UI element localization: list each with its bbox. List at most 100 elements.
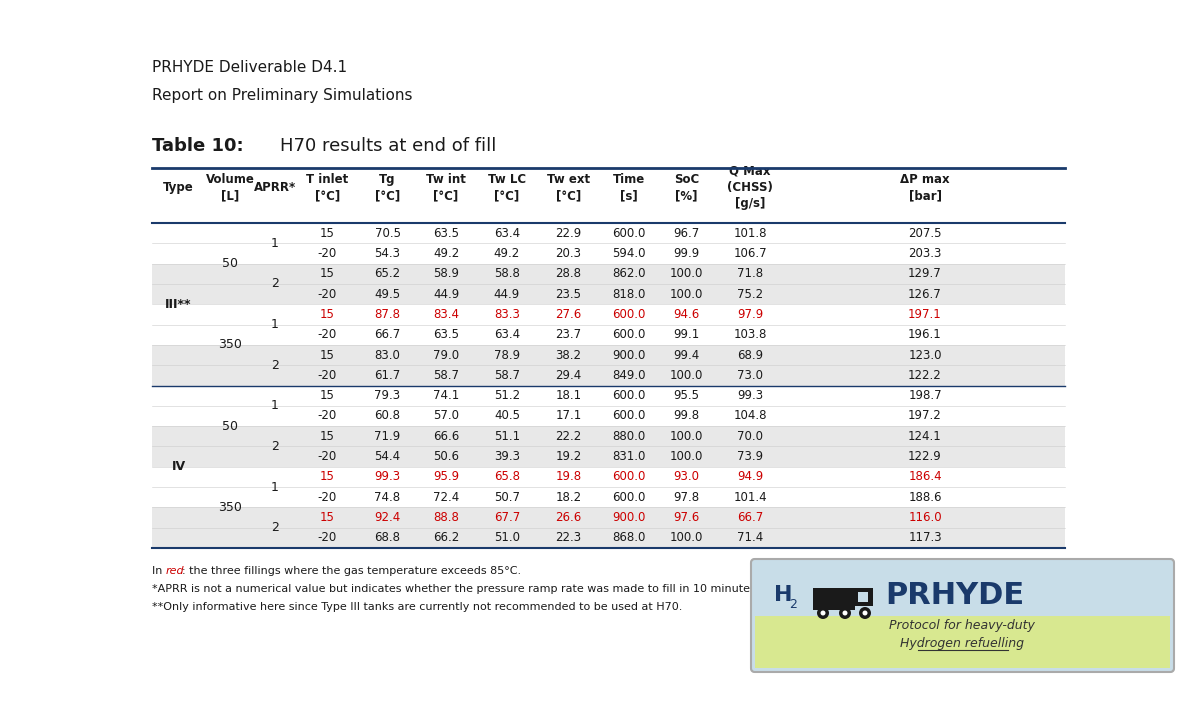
Text: 50.6: 50.6 xyxy=(433,450,458,463)
Text: 594.0: 594.0 xyxy=(612,247,646,260)
Text: 116.0: 116.0 xyxy=(908,511,942,524)
Text: 60.8: 60.8 xyxy=(374,409,401,423)
Text: 49.2: 49.2 xyxy=(433,247,460,260)
Text: 83.0: 83.0 xyxy=(374,349,401,361)
Bar xyxy=(152,264,1066,284)
Text: 96.7: 96.7 xyxy=(673,226,700,240)
FancyBboxPatch shape xyxy=(751,559,1174,672)
Text: 1: 1 xyxy=(271,399,278,413)
Text: 15: 15 xyxy=(320,226,335,240)
Text: 818.0: 818.0 xyxy=(612,288,646,301)
Text: 1: 1 xyxy=(271,481,278,494)
Text: 50: 50 xyxy=(222,420,238,432)
Text: red: red xyxy=(166,566,185,576)
Text: 78.9: 78.9 xyxy=(494,349,520,361)
Text: -20: -20 xyxy=(318,328,337,341)
Bar xyxy=(152,508,1066,528)
Text: 196.1: 196.1 xyxy=(908,328,942,341)
Text: 23.7: 23.7 xyxy=(556,328,582,341)
Text: 2: 2 xyxy=(271,521,278,534)
Text: 22.3: 22.3 xyxy=(556,531,582,544)
Text: *APRR is not a numerical value but indicates whether the pressure ramp rate was : *APRR is not a numerical value but indic… xyxy=(152,584,902,594)
Text: 831.0: 831.0 xyxy=(612,450,646,463)
Text: H70 results at end of fill: H70 results at end of fill xyxy=(280,137,497,155)
Text: 66.7: 66.7 xyxy=(737,511,763,524)
Text: Q Max
(CHSS)
[g/s]: Q Max (CHSS) [g/s] xyxy=(727,165,773,210)
Text: 129.7: 129.7 xyxy=(908,267,942,280)
Text: 1: 1 xyxy=(271,237,278,250)
Text: 100.0: 100.0 xyxy=(670,288,703,301)
Text: Table 10:: Table 10: xyxy=(152,137,244,155)
Text: -20: -20 xyxy=(318,369,337,382)
FancyBboxPatch shape xyxy=(755,616,1170,668)
Text: 99.1: 99.1 xyxy=(673,328,700,341)
Text: 849.0: 849.0 xyxy=(612,369,646,382)
Text: 70.5: 70.5 xyxy=(374,226,401,240)
Text: 15: 15 xyxy=(320,389,335,402)
Text: 66.7: 66.7 xyxy=(374,328,401,341)
Text: 19.2: 19.2 xyxy=(556,450,582,463)
Text: 600.0: 600.0 xyxy=(612,328,646,341)
Text: 15: 15 xyxy=(320,470,335,484)
Text: 74.8: 74.8 xyxy=(374,491,401,504)
Circle shape xyxy=(859,607,871,619)
Bar xyxy=(152,345,1066,365)
Bar xyxy=(854,588,874,606)
Text: 65.8: 65.8 xyxy=(494,470,520,484)
Text: 22.2: 22.2 xyxy=(556,430,582,443)
Text: 350: 350 xyxy=(218,338,242,352)
Text: PRHYDE Deliverable D4.1: PRHYDE Deliverable D4.1 xyxy=(152,60,347,75)
Text: 79.0: 79.0 xyxy=(433,349,460,361)
Text: 17.1: 17.1 xyxy=(556,409,582,423)
Text: 100.0: 100.0 xyxy=(670,369,703,382)
Text: 126.7: 126.7 xyxy=(908,288,942,301)
Text: 868.0: 868.0 xyxy=(612,531,646,544)
Text: 74.1: 74.1 xyxy=(433,389,460,402)
Text: 57.0: 57.0 xyxy=(433,409,458,423)
Text: 101.4: 101.4 xyxy=(733,491,767,504)
Text: 97.8: 97.8 xyxy=(673,491,700,504)
Text: 100.0: 100.0 xyxy=(670,450,703,463)
Text: 68.8: 68.8 xyxy=(374,531,401,544)
Text: 51.2: 51.2 xyxy=(494,389,520,402)
Text: 880.0: 880.0 xyxy=(612,430,646,443)
Text: 600.0: 600.0 xyxy=(612,409,646,423)
Text: 63.4: 63.4 xyxy=(494,328,520,341)
Text: APRR*: APRR* xyxy=(254,181,296,194)
Text: 71.9: 71.9 xyxy=(374,430,401,443)
Text: 117.3: 117.3 xyxy=(908,531,942,544)
Text: 106.7: 106.7 xyxy=(733,247,767,260)
Text: 15: 15 xyxy=(320,430,335,443)
Bar xyxy=(858,592,868,602)
Text: In: In xyxy=(152,566,166,576)
Text: 2: 2 xyxy=(271,278,278,290)
Text: 58.9: 58.9 xyxy=(433,267,458,280)
Text: 198.7: 198.7 xyxy=(908,389,942,402)
Text: PRHYDE: PRHYDE xyxy=(886,581,1025,610)
Text: 600.0: 600.0 xyxy=(612,226,646,240)
Text: 104.8: 104.8 xyxy=(733,409,767,423)
Text: 65.2: 65.2 xyxy=(374,267,401,280)
Text: 19.8: 19.8 xyxy=(556,470,582,484)
Text: Tw int
[°C]: Tw int [°C] xyxy=(426,173,466,202)
Text: 83.4: 83.4 xyxy=(433,308,458,321)
Text: 101.8: 101.8 xyxy=(733,226,767,240)
Text: Tw LC
[°C]: Tw LC [°C] xyxy=(488,173,526,202)
Text: 87.8: 87.8 xyxy=(374,308,401,321)
Text: 63.5: 63.5 xyxy=(433,226,458,240)
Text: 71.4: 71.4 xyxy=(737,531,763,544)
Bar xyxy=(152,365,1066,385)
Text: 100.0: 100.0 xyxy=(670,267,703,280)
Text: 95.5: 95.5 xyxy=(673,389,700,402)
Text: 79.3: 79.3 xyxy=(374,389,401,402)
Text: 22.9: 22.9 xyxy=(556,226,582,240)
Text: -20: -20 xyxy=(318,247,337,260)
Circle shape xyxy=(842,610,847,616)
Text: 600.0: 600.0 xyxy=(612,470,646,484)
Text: 61.7: 61.7 xyxy=(374,369,401,382)
Text: SoC
[%]: SoC [%] xyxy=(674,173,700,202)
Text: 49.5: 49.5 xyxy=(374,288,401,301)
Text: 51.0: 51.0 xyxy=(494,531,520,544)
Text: 68.9: 68.9 xyxy=(737,349,763,361)
Text: Report on Preliminary Simulations: Report on Preliminary Simulations xyxy=(152,88,413,103)
